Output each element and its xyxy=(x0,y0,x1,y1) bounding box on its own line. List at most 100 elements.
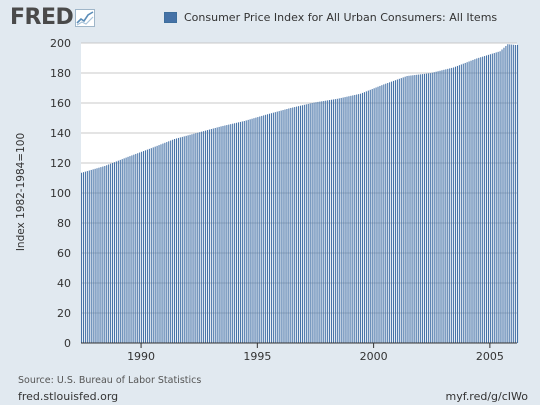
site-link[interactable]: fred.stlouisfed.org xyxy=(18,390,119,403)
bar xyxy=(344,97,346,343)
bar xyxy=(338,98,340,343)
bar xyxy=(100,167,102,343)
short-url-link[interactable]: myf.red/g/cIWo xyxy=(445,390,528,403)
bar xyxy=(334,99,336,343)
bar xyxy=(267,114,269,343)
bar xyxy=(305,104,307,343)
bar xyxy=(152,147,154,343)
bar xyxy=(404,76,406,343)
bar xyxy=(416,74,418,343)
bar xyxy=(472,59,474,343)
bar xyxy=(505,45,507,344)
bar xyxy=(272,112,274,343)
bar xyxy=(212,128,214,343)
bar xyxy=(82,172,84,343)
bar xyxy=(468,61,470,343)
bar xyxy=(451,67,453,344)
bar xyxy=(203,131,205,343)
bar xyxy=(425,73,427,343)
bar xyxy=(187,135,189,343)
bar xyxy=(301,105,303,343)
y-tick-label: 60 xyxy=(57,247,71,260)
bar xyxy=(313,102,315,343)
bar xyxy=(170,140,172,343)
bar xyxy=(249,119,251,343)
bar xyxy=(146,149,148,343)
legend-label: Consumer Price Index for All Urban Consu… xyxy=(184,11,498,24)
bar xyxy=(447,68,449,343)
y-tick-label: 0 xyxy=(64,337,71,350)
bar xyxy=(135,153,137,343)
bar xyxy=(88,170,90,343)
bar xyxy=(154,146,156,343)
bar xyxy=(439,70,441,344)
legend-swatch xyxy=(164,12,177,23)
bar xyxy=(110,163,112,343)
bar xyxy=(408,75,410,343)
bar xyxy=(470,60,472,343)
bar xyxy=(296,106,298,343)
bar xyxy=(369,89,371,343)
bar xyxy=(108,164,110,343)
bar xyxy=(453,67,455,343)
bar xyxy=(263,115,265,343)
x-tick-label: 1995 xyxy=(243,350,271,363)
bar xyxy=(456,65,458,343)
bar xyxy=(292,107,294,343)
bar xyxy=(137,153,139,343)
y-tick-label: 120 xyxy=(50,157,71,170)
bar xyxy=(499,51,501,343)
bar xyxy=(298,106,300,344)
bar xyxy=(435,71,437,343)
bar xyxy=(511,44,513,343)
bar xyxy=(206,130,209,343)
bar xyxy=(290,107,292,343)
bar xyxy=(484,56,486,344)
bar xyxy=(243,121,245,343)
x-tick-label: 1990 xyxy=(127,350,155,363)
bar xyxy=(197,132,199,343)
bar xyxy=(131,155,133,343)
bar xyxy=(84,171,86,343)
bar xyxy=(189,134,191,343)
bar xyxy=(460,64,462,343)
bar xyxy=(489,54,491,343)
bar xyxy=(311,103,313,343)
bar xyxy=(230,124,232,344)
bar xyxy=(183,136,185,343)
bar xyxy=(356,94,358,343)
bar xyxy=(259,116,261,343)
bar xyxy=(148,148,150,343)
bar xyxy=(86,171,88,343)
bar xyxy=(307,103,309,344)
y-tick-label: 100 xyxy=(50,187,71,200)
bar xyxy=(299,105,302,343)
bar xyxy=(493,53,495,344)
bar xyxy=(381,85,383,344)
bar xyxy=(177,137,179,343)
axes: 0 20 40 60 80 100 120 140 160 180 200 1990 1995 2000 2… xyxy=(50,37,517,363)
chart-line-icon xyxy=(75,8,96,27)
bar xyxy=(371,89,373,343)
bar xyxy=(133,154,135,343)
fred-logo[interactable]: FRED xyxy=(10,5,96,30)
bar xyxy=(141,151,143,343)
bar xyxy=(150,148,152,343)
bar xyxy=(257,117,259,343)
bar xyxy=(358,94,360,343)
bar xyxy=(462,63,464,343)
bar xyxy=(422,74,424,343)
bar xyxy=(429,73,431,344)
bar xyxy=(383,84,385,344)
bar xyxy=(160,144,162,343)
bar xyxy=(175,138,178,343)
bar xyxy=(125,157,127,343)
bar xyxy=(507,44,509,343)
legend: Consumer Price Index for All Urban Consu… xyxy=(164,11,497,24)
bar xyxy=(90,169,92,343)
bar xyxy=(98,167,100,343)
bar xyxy=(336,98,338,343)
bar xyxy=(94,168,96,343)
bar xyxy=(185,135,187,343)
